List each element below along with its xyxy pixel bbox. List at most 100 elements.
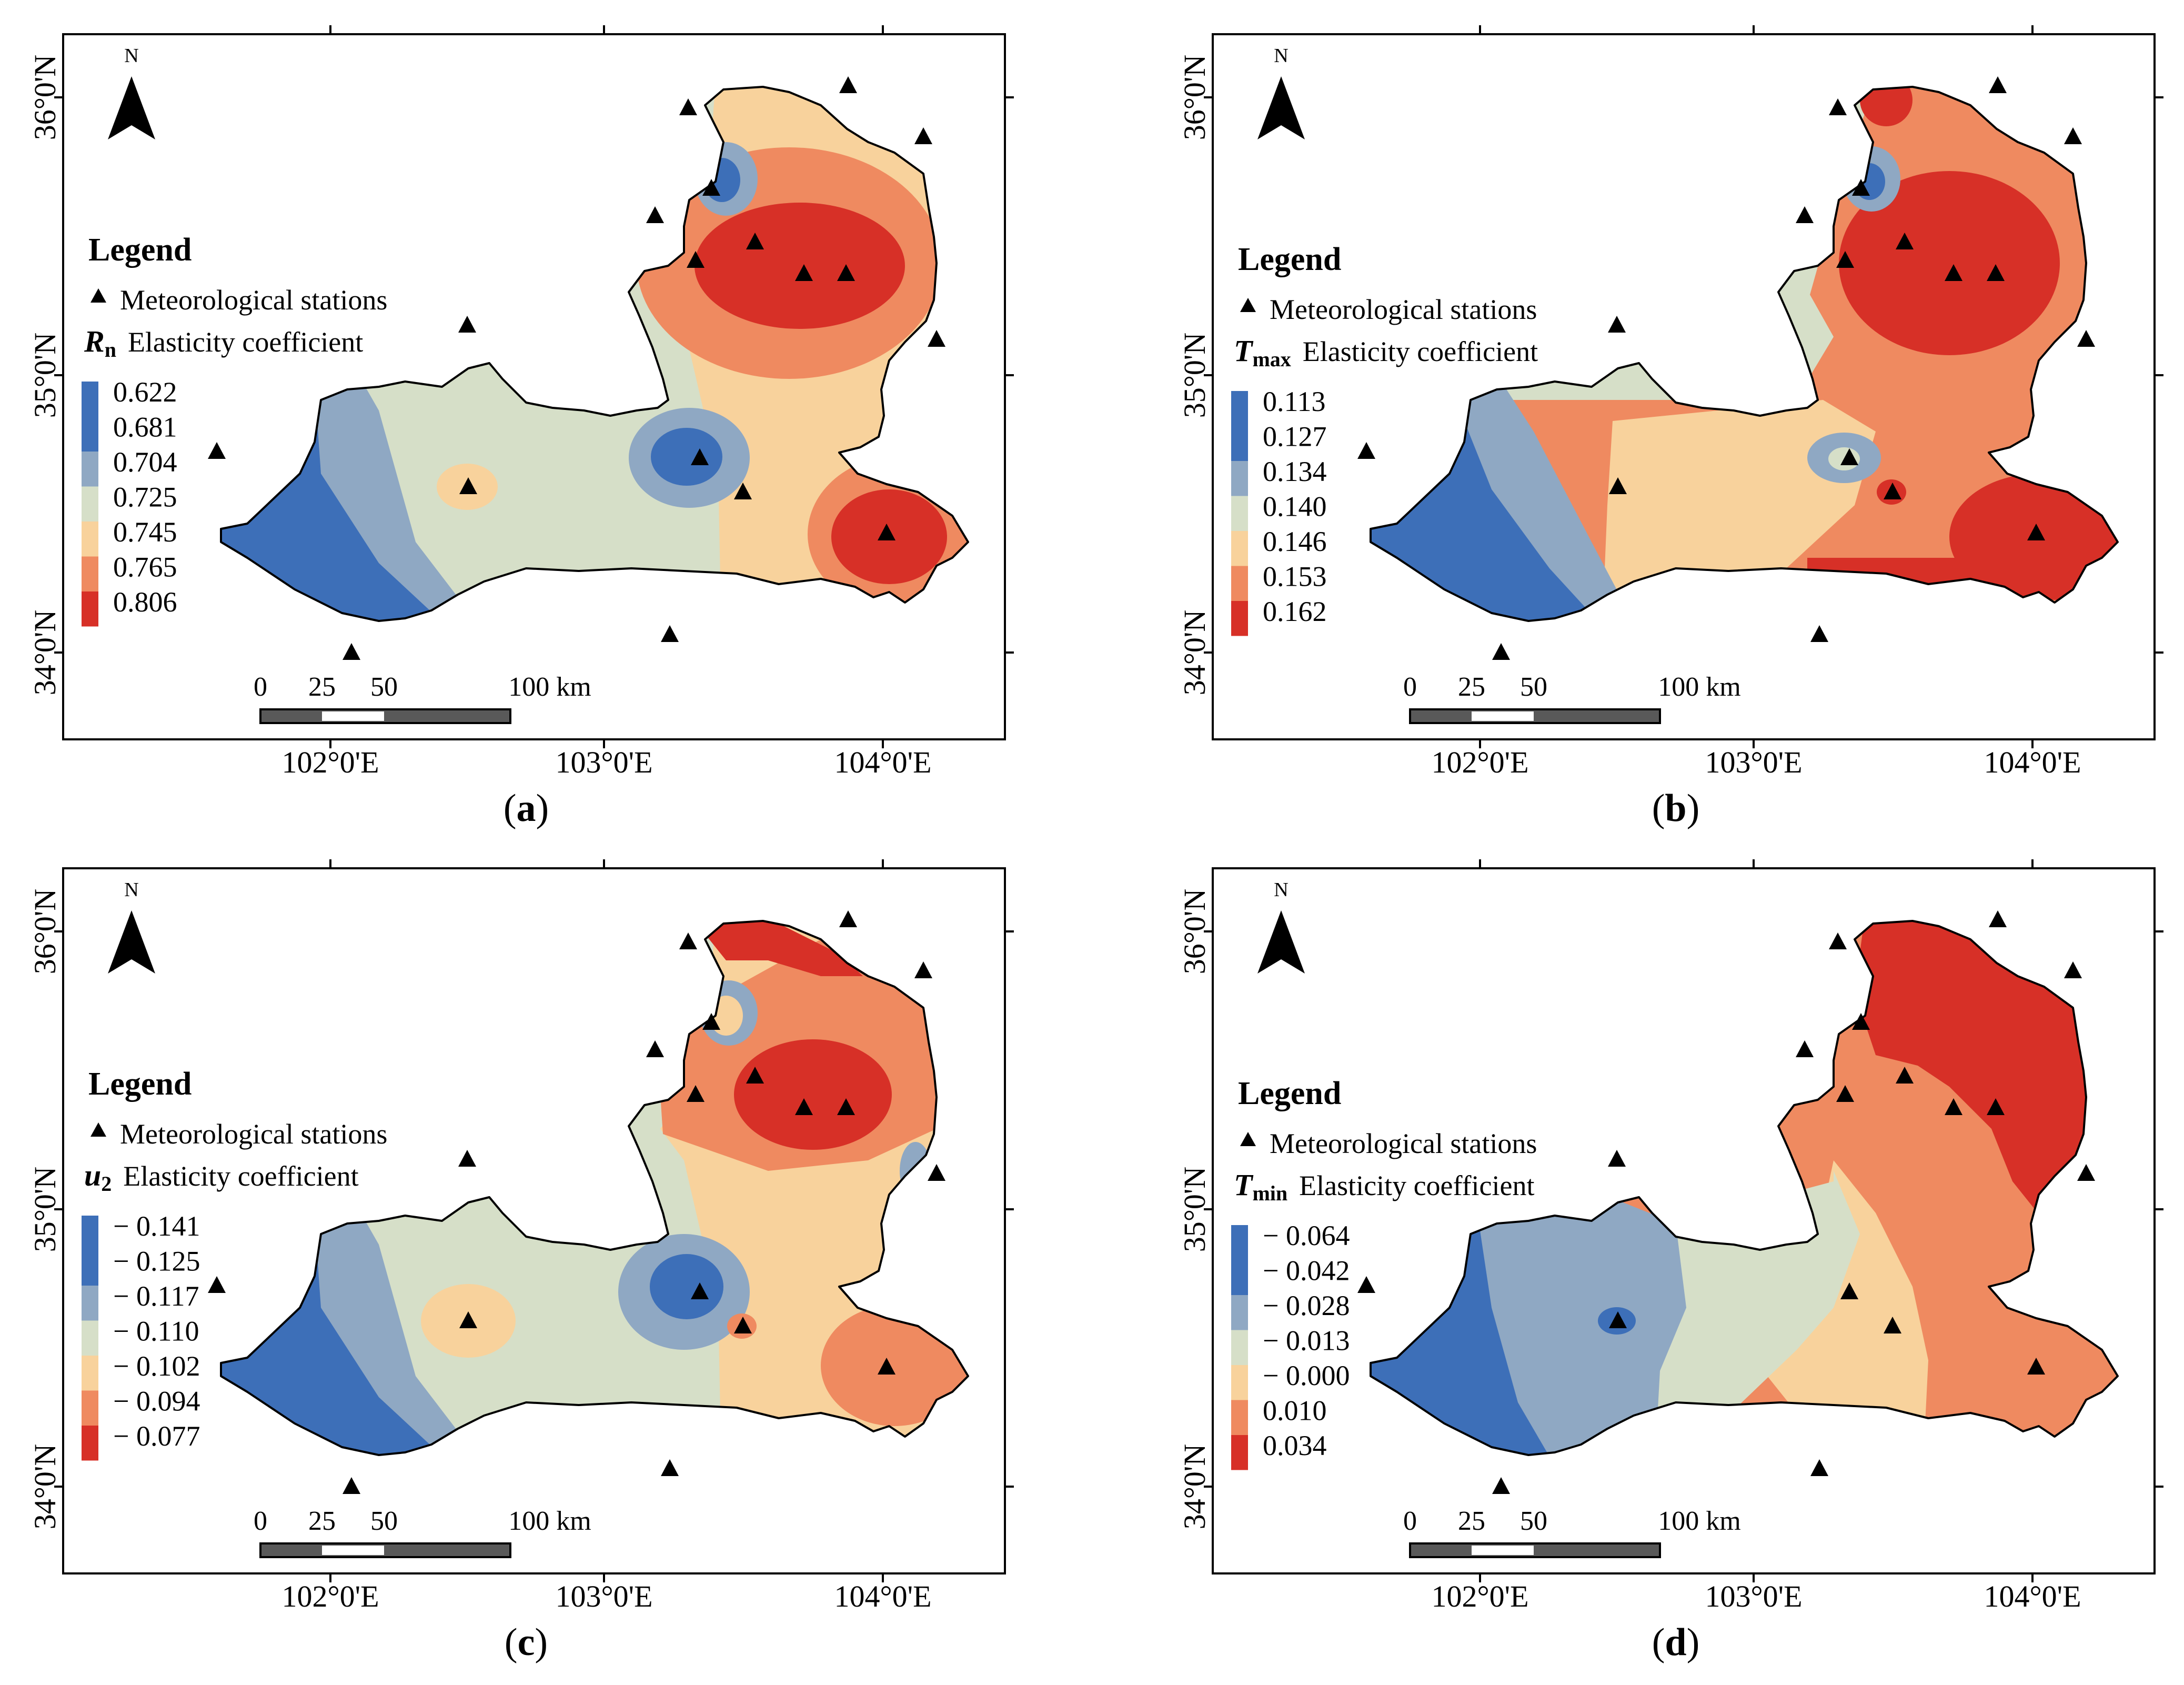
station-marker [1987, 264, 2005, 281]
lon-tick-label: 104°0'E [834, 1579, 931, 1613]
north-arrow-icon [1257, 910, 1305, 974]
lat-tick-label: 36°0'N [1177, 889, 1212, 975]
legend-swatch [1231, 426, 1248, 461]
panel-c: 102°0'E 103°0'E 104°0'E 34°0'N 35°0'N 36°0'N N… [28, 859, 1014, 1664]
scale-bar [259, 1542, 511, 1558]
lat-tick-label: 35°0'N [28, 1167, 62, 1252]
panel-d: 102°0'E 103°0'E 104°0'E 34°0'N 35°0'N 36°0'N N… [1177, 859, 2163, 1664]
lat-tick-label: 34°0'N [28, 1444, 62, 1530]
station-marker [691, 448, 709, 465]
legend-swatch [82, 382, 98, 417]
scale-label: 25 [308, 1506, 336, 1536]
station-marker [343, 643, 360, 660]
station-marker [837, 264, 855, 281]
station-marker [1608, 1150, 1626, 1167]
legend-station-icon [1240, 1132, 1256, 1146]
station-marker [1829, 932, 1847, 949]
station-marker [1492, 643, 1510, 660]
station-marker [2064, 961, 2082, 978]
legend-station-label: Meteorological stations [120, 1118, 387, 1150]
station-marker [343, 1477, 360, 1494]
station-marker [1357, 442, 1375, 459]
station-marker [2027, 524, 2045, 540]
legend-swatch [82, 556, 98, 591]
legend-class-value: 0.622 [113, 376, 177, 408]
legend-class-value: − 0.102 [113, 1350, 200, 1382]
station-marker [702, 1013, 720, 1030]
lon-tick-label: 102°0'E [1431, 745, 1528, 779]
legend-class-value: 0.725 [113, 482, 177, 513]
scale-bar [1409, 1542, 1661, 1558]
scale-label: 25 [1458, 672, 1485, 702]
legend-title: Legend [1238, 1076, 1341, 1111]
panel-caption: (a) [504, 787, 549, 830]
station-marker [1609, 1311, 1627, 1328]
station-marker [1852, 1013, 1870, 1030]
scale-label: 100 km [508, 672, 591, 702]
legend-swatch [1231, 531, 1248, 566]
legend-swatch [82, 591, 98, 627]
station-marker [646, 206, 664, 223]
legend-class-value: 0.765 [113, 551, 177, 583]
station-marker [459, 1311, 477, 1328]
legend-class-value: − 0.141 [113, 1210, 200, 1242]
lat-tick-label: 36°0'N [28, 889, 62, 975]
legend-swatch [1231, 566, 1248, 601]
lon-tick-label: 103°0'E [555, 745, 652, 779]
legend-swatch [1231, 496, 1248, 531]
station-marker [208, 1276, 226, 1293]
legend-swatch [1231, 1435, 1248, 1470]
legend-class-value: − 0.077 [113, 1420, 200, 1452]
lon-tick-label: 103°0'E [1705, 1579, 1802, 1613]
legend-class-value: − 0.110 [113, 1316, 199, 1347]
station-marker [1609, 477, 1627, 494]
lat-tick-label: 34°0'N [1177, 610, 1212, 696]
legend-station-label: Meteorological stations [1270, 294, 1537, 325]
legend-variable-label: u2 Elasticity coefficient [84, 1158, 359, 1196]
lat-tick-label: 36°0'N [28, 55, 62, 141]
scale-label: 25 [1458, 1506, 1485, 1536]
legend-station-label: Meteorological stations [120, 284, 387, 316]
station-marker [734, 483, 752, 499]
legend-class-value: 0.162 [1263, 596, 1327, 627]
legend-swatch [1231, 1330, 1248, 1365]
station-marker [1836, 251, 1854, 268]
legend-class-value: − 0.117 [113, 1280, 199, 1312]
station-marker [928, 1164, 945, 1181]
station-marker [839, 76, 857, 93]
station-marker [687, 251, 704, 268]
lon-tick-label: 104°0'E [1984, 1579, 2081, 1613]
station-marker [1896, 233, 1914, 249]
lon-tick-label: 103°0'E [1705, 745, 1802, 779]
legend-class-value: − 0.125 [113, 1246, 200, 1277]
scale-label: 100 km [1658, 1506, 1740, 1536]
north-label: N [1274, 45, 1288, 67]
station-marker [1945, 1098, 1962, 1115]
scale-label: 50 [370, 1506, 398, 1536]
station-marker [687, 1085, 704, 1102]
station-marker [1884, 1317, 1901, 1333]
north-arrow-icon [108, 910, 155, 974]
scale-bar [1409, 708, 1661, 724]
lat-tick-label: 35°0'N [1177, 1167, 1212, 1252]
panel-caption: (d) [1652, 1621, 1699, 1664]
lat-tick-label: 34°0'N [1177, 1444, 1212, 1530]
legend-swatch [82, 521, 98, 557]
scale-bar [259, 708, 511, 724]
station-marker [1945, 264, 1962, 281]
legend-station-icon [90, 1122, 106, 1137]
lon-tick-label: 103°0'E [555, 1579, 652, 1613]
scale-label: 100 km [1658, 672, 1740, 702]
legend-variable-label: Tmax Elasticity coefficient [1234, 334, 1538, 371]
lon-tick-label: 104°0'E [834, 745, 931, 779]
station-marker [1357, 1276, 1375, 1293]
station-marker [1989, 76, 2007, 93]
legend-swatch [1231, 391, 1248, 426]
legend-swatch [82, 1426, 98, 1461]
north-label: N [1274, 879, 1288, 901]
north-label: N [124, 45, 138, 67]
panel-caption: (c) [505, 1621, 548, 1664]
station-marker [2064, 127, 2082, 144]
station-marker [661, 1459, 679, 1476]
legend-variable-label: Tmin Elasticity coefficient [1234, 1168, 1534, 1205]
